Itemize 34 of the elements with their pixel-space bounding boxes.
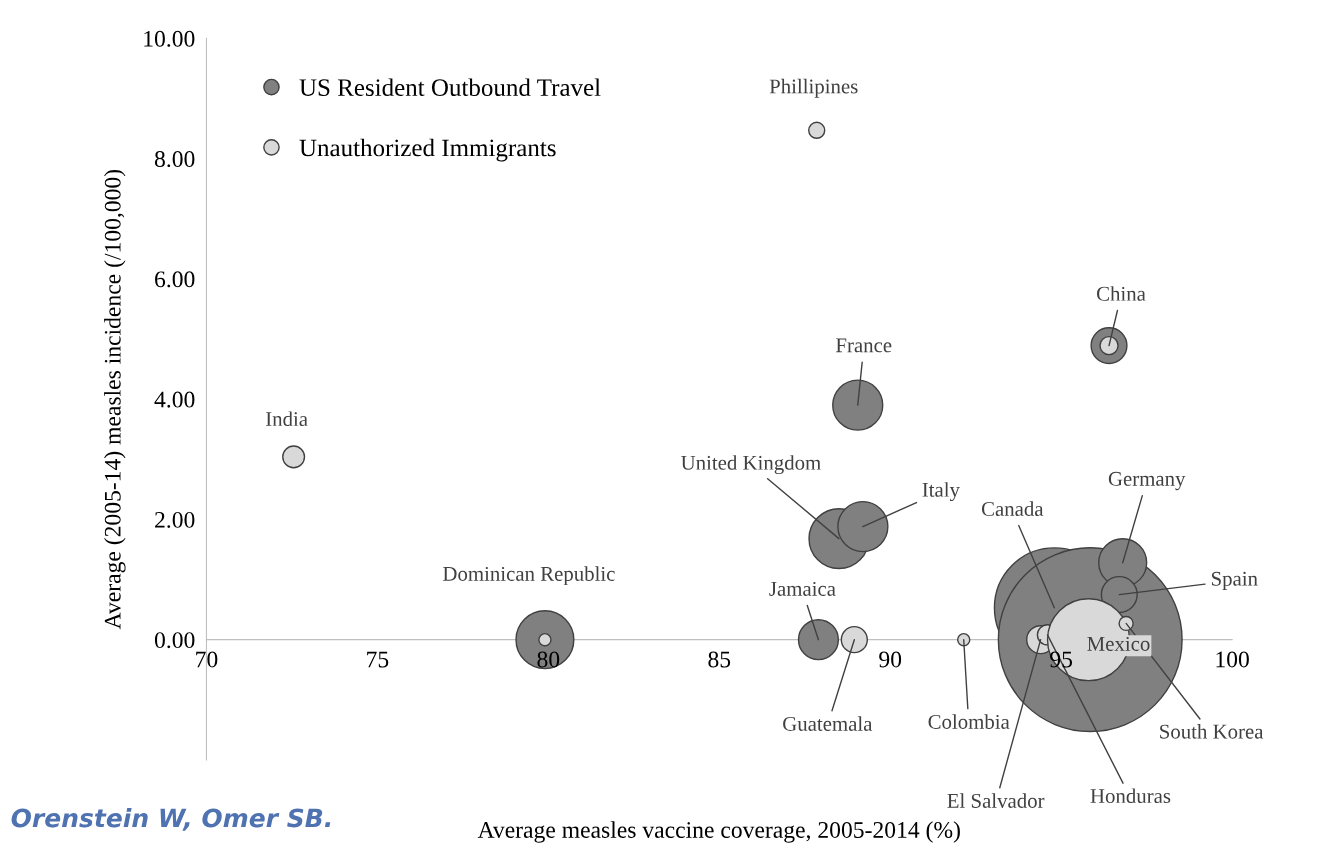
text: Orenstein W, Omer SB. xyxy=(11,808,331,831)
annotation: South Korea xyxy=(1160,723,1264,739)
legend-label: US Resident Outbound Travel xyxy=(299,78,601,97)
annotation: Jamaica xyxy=(769,581,836,596)
annotation: France xyxy=(836,338,892,353)
y-tick-label: 2.00 xyxy=(155,511,195,528)
annotation: Mexico xyxy=(1087,636,1150,651)
annotation: India xyxy=(265,411,308,427)
y-tick-label: 10.00 xyxy=(144,30,195,47)
x-tick-label: 85 xyxy=(708,651,731,668)
y-tick-label: 6.00 xyxy=(155,271,195,288)
annotation: Colombia xyxy=(928,714,1010,729)
annotation: Germany xyxy=(1108,471,1186,491)
y-tick-label: 4.00 xyxy=(154,391,195,408)
annotation: Italy xyxy=(922,482,960,502)
y-axis-title: Average (2005-14) measles incidence (/100,000) xyxy=(104,169,126,630)
annotation: Guatemala xyxy=(783,716,873,731)
annotation: China xyxy=(1097,286,1146,301)
annotation: United Kingdom xyxy=(681,455,821,475)
annotation: Phillipines xyxy=(769,78,858,98)
annotation: Dominican Republic xyxy=(443,566,615,586)
x-tick-label: 75 xyxy=(367,651,389,668)
y-tick-label: 0.00 xyxy=(154,632,195,649)
x-tick-label: 80 xyxy=(537,651,560,668)
x-tick-label: 90 xyxy=(879,651,902,668)
x-tick-label: 100 xyxy=(1216,651,1249,668)
legend-label: Unauthorized Immigrants xyxy=(299,138,556,162)
annotation: El Salvador xyxy=(947,793,1045,808)
x-axis-title: Average measles vaccine coverage, 2005-2014 (%) xyxy=(477,821,960,843)
annotation: Honduras xyxy=(1090,788,1171,804)
annotation: Canada xyxy=(981,501,1044,517)
y-tick-label: 8.00 xyxy=(154,151,195,168)
annotation: Spain xyxy=(1211,571,1258,591)
x-tick-label: 70 xyxy=(196,651,218,668)
